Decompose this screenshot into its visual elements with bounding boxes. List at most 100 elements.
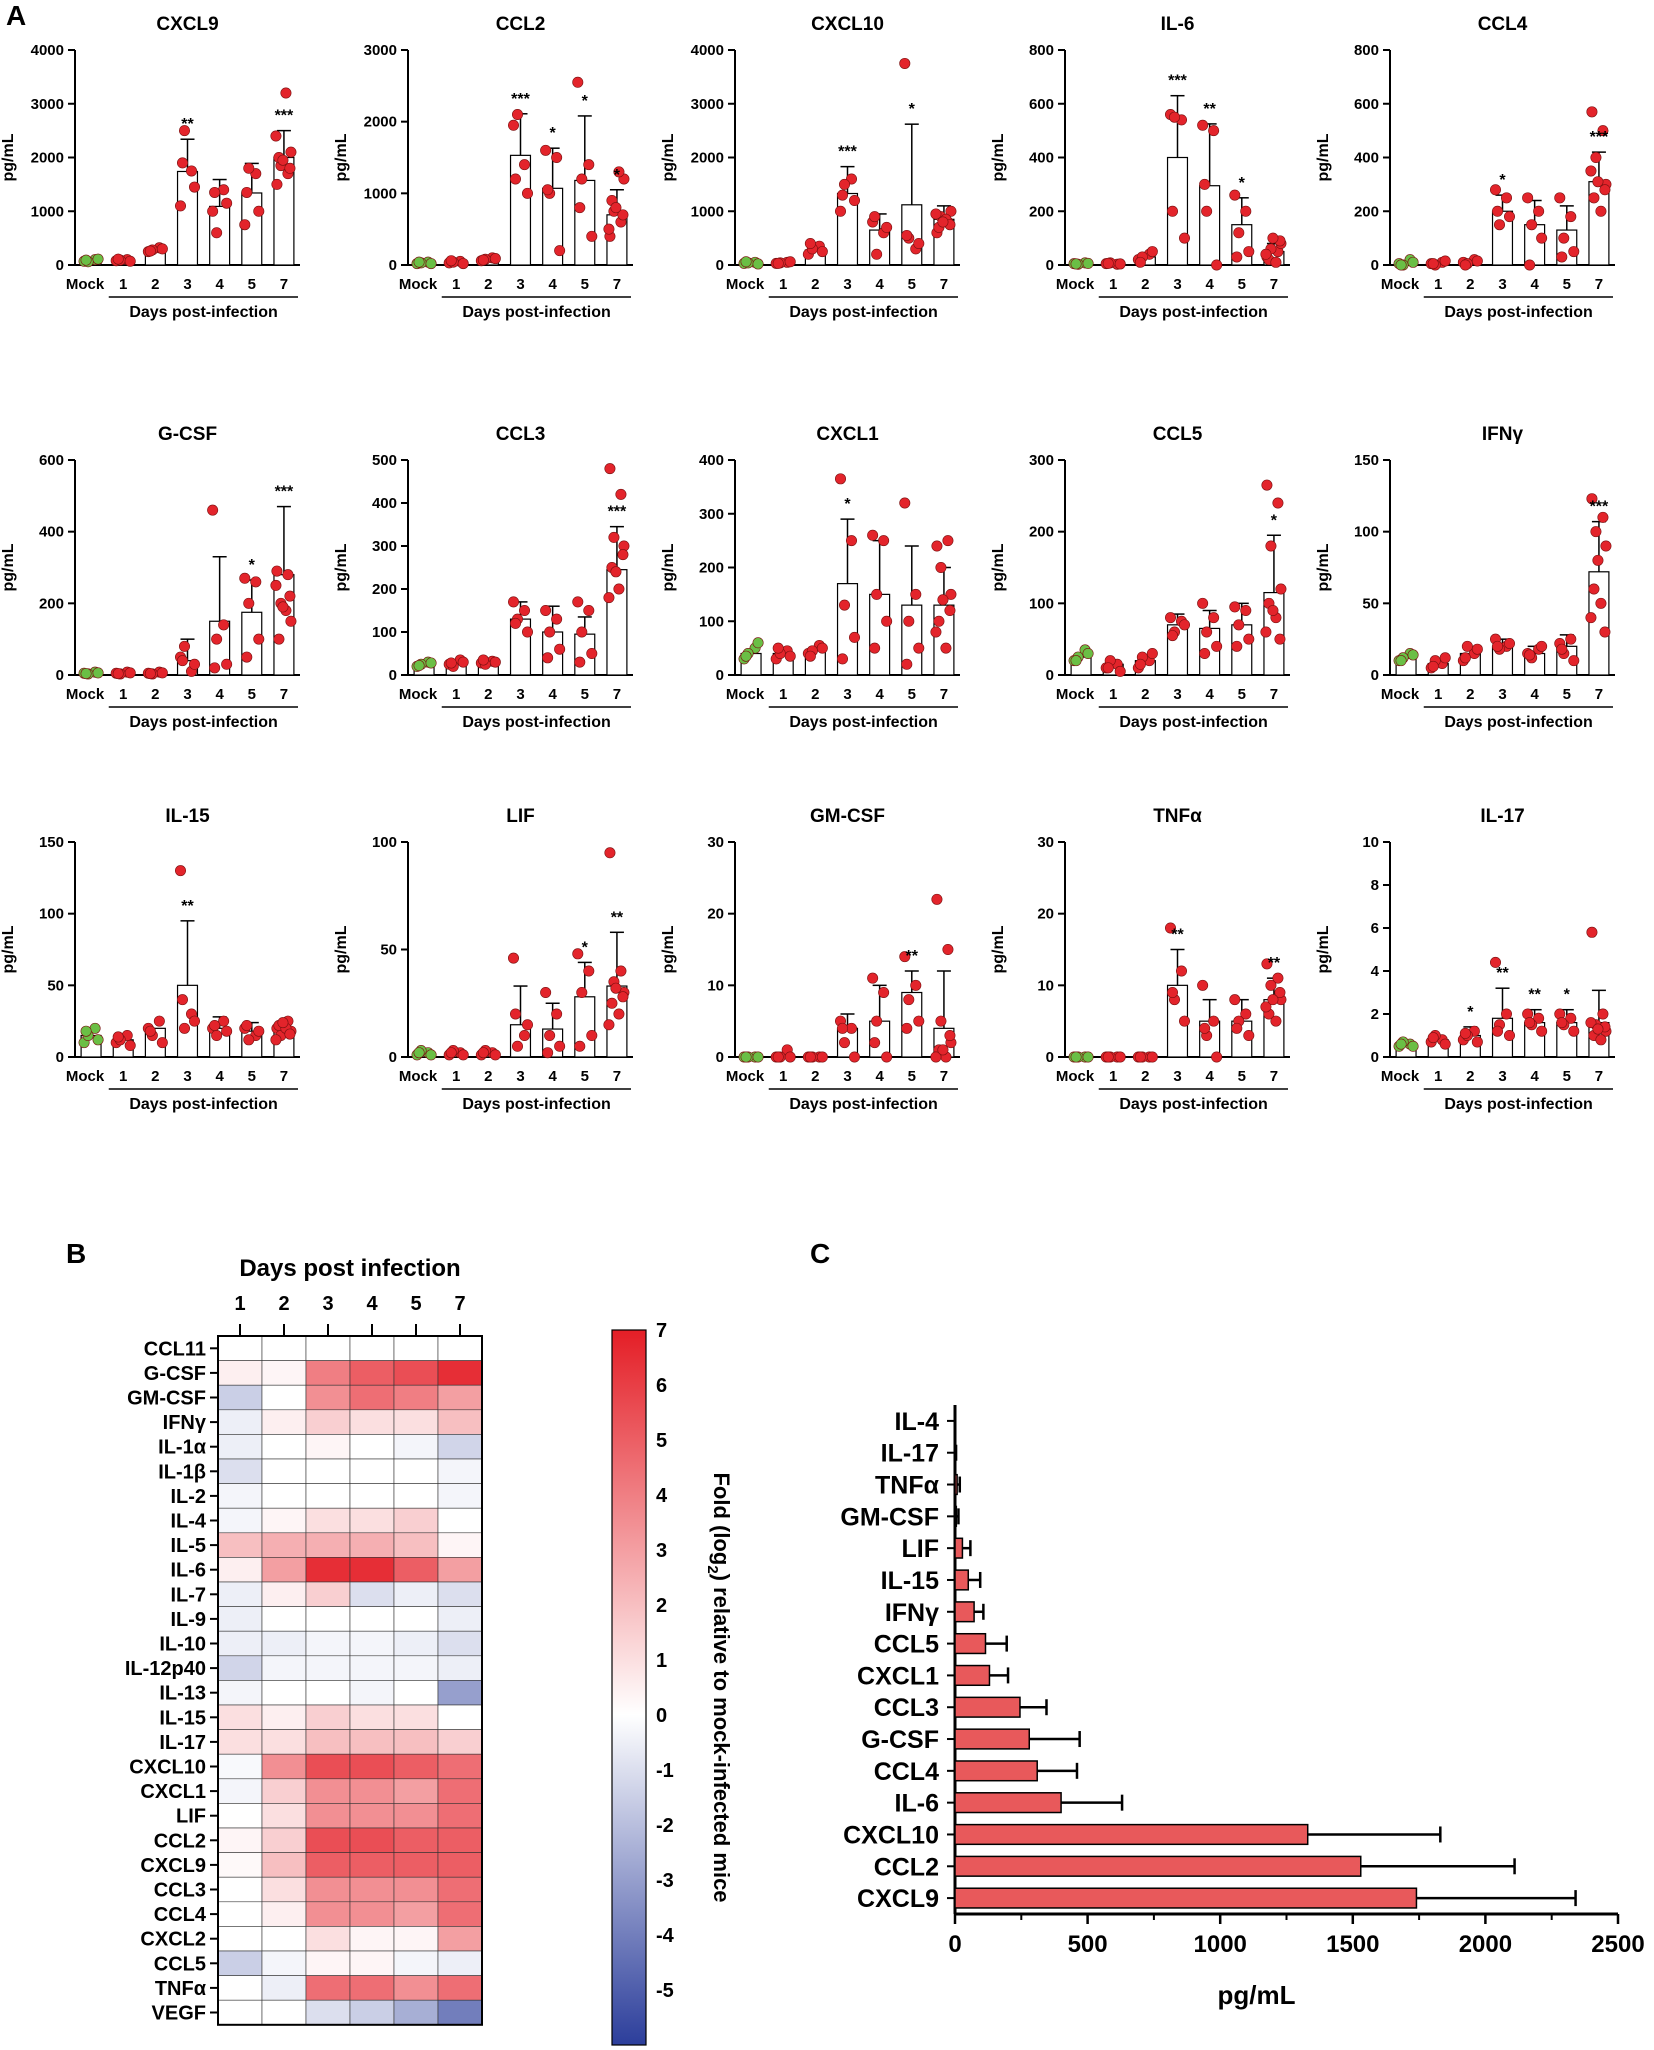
subplot-cxcl10: CXCL10 0 1000 2000 3000 4000 pg/mL Mock 1 2 *** 3 4 *… — [660, 14, 960, 321]
heatmap-cell — [437, 1680, 483, 1706]
heatmap-cell — [261, 1753, 307, 1780]
data-point — [1439, 255, 1451, 267]
heatmap-cell — [437, 1876, 483, 1903]
subplot-title: IL-15 — [165, 806, 210, 827]
data-point — [1565, 211, 1577, 223]
data-point — [1274, 633, 1286, 645]
heatmap-cell — [349, 1483, 395, 1509]
data-point — [1524, 649, 1536, 661]
data-point — [144, 245, 156, 257]
data-point — [211, 227, 223, 239]
data-point — [156, 667, 168, 679]
colorbar-tick-label: 3 — [656, 1540, 667, 1562]
heatmap-cell — [261, 1507, 307, 1534]
subplot-title: CCL4 — [1478, 14, 1528, 35]
heatmap-cell — [437, 1999, 483, 2026]
heatmap-row-label: CXCL10 — [129, 1757, 206, 1779]
x-tick-label: 2 — [811, 686, 819, 703]
data-point — [179, 640, 191, 652]
heatmap-cell — [349, 1409, 395, 1435]
data-point — [1260, 626, 1272, 638]
data-point — [540, 144, 552, 156]
data-point — [931, 540, 943, 552]
data-point — [603, 592, 615, 604]
data-point — [489, 1049, 501, 1061]
y-axis-label: pg/mL — [660, 925, 677, 973]
heatmap-row-label: IL-9 — [170, 1609, 206, 1631]
category-label: IFNγ — [885, 1599, 939, 1627]
data-point — [521, 1019, 533, 1031]
category-label: IL-6 — [895, 1790, 939, 1818]
heatmap-cell — [393, 1926, 439, 1952]
data-point — [1229, 994, 1241, 1006]
data-point — [1599, 184, 1611, 196]
data-point — [1179, 1015, 1191, 1027]
heatmap-cell — [261, 1335, 307, 1361]
data-point — [574, 1040, 586, 1052]
y-tick-label: 3000 — [364, 42, 397, 59]
heatmap-cell — [261, 1606, 307, 1632]
data-point — [1597, 125, 1609, 137]
category-label: G-CSF — [861, 1726, 939, 1754]
heatmap-cell — [261, 1827, 307, 1853]
data-point — [881, 1051, 893, 1063]
data-point — [901, 1022, 913, 1034]
x-tick-label: 5 — [1238, 686, 1246, 703]
data-point — [834, 205, 846, 217]
y-tick-label: 0 — [1046, 1049, 1054, 1066]
data-point — [881, 221, 893, 233]
data-point — [1267, 994, 1279, 1006]
x-tick-label: 1 — [1109, 686, 1117, 703]
y-tick-label: 2000 — [691, 150, 724, 167]
data-point — [284, 162, 296, 174]
data-point — [509, 1008, 521, 1020]
y-tick-label: 2000 — [31, 150, 64, 167]
data-point — [1146, 1051, 1158, 1063]
data-point — [1471, 255, 1483, 267]
x-tick-label: 2 — [1141, 276, 1149, 293]
heatmap-cell — [393, 1581, 439, 1607]
heatmap-cell — [349, 1926, 395, 1952]
data-point — [511, 109, 523, 121]
heatmap-cell — [437, 1630, 483, 1657]
heatmap-cell — [437, 1384, 483, 1411]
data-point — [1260, 248, 1272, 260]
heatmap-cell — [261, 1876, 307, 1903]
data-point — [1501, 192, 1513, 204]
y-tick-label: 600 — [1354, 96, 1379, 113]
data-point — [112, 253, 124, 265]
heatmap-cell — [217, 1630, 263, 1657]
data-point — [507, 596, 519, 608]
data-point — [613, 166, 625, 178]
y-tick-label: 300 — [1029, 452, 1054, 469]
data-point — [1407, 649, 1419, 661]
x-group-label: Days post-infection — [789, 714, 937, 731]
y-tick-label: 400 — [1029, 150, 1054, 167]
data-point — [241, 651, 253, 663]
data-point — [1270, 1015, 1282, 1027]
heatmap-cell — [261, 1803, 307, 1829]
panel-label-a: A — [6, 0, 27, 31]
heatmap-row-label: GM-CSF — [127, 1388, 206, 1410]
heatmap-cell — [261, 1704, 307, 1730]
colorbar-tick-label: -2 — [656, 1815, 674, 1837]
data-point — [554, 643, 566, 655]
heatmap-cell — [305, 1926, 351, 1952]
data-point — [124, 255, 136, 267]
data-point — [784, 650, 796, 662]
data-point — [270, 130, 282, 142]
subplot-il-6: IL-6 0 200 400 600 800 pg/mL Mock 1 2 *** 3 ** 4 * 5 7Da… — [990, 14, 1290, 321]
data-point — [124, 1040, 136, 1052]
subplot-cxcl9: CXCL9 0 1000 2000 3000 4000 pg/mL Mock 1 2 ** 3 4 5 **… — [0, 14, 300, 321]
colorbar-tick-label: 2 — [656, 1595, 667, 1617]
heatmap-frame — [217, 1335, 483, 2026]
x-tick-label: 1 — [452, 1068, 460, 1085]
data-point — [1231, 1022, 1243, 1034]
heatmap-cell — [261, 1581, 307, 1607]
y-axis-label: pg/mL — [1315, 925, 1332, 973]
y-tick-label: 150 — [39, 834, 64, 851]
category-label: CCL2 — [874, 1853, 939, 1881]
data-point — [838, 178, 850, 190]
y-tick-label: 100 — [1354, 524, 1379, 541]
data-point — [179, 125, 191, 137]
